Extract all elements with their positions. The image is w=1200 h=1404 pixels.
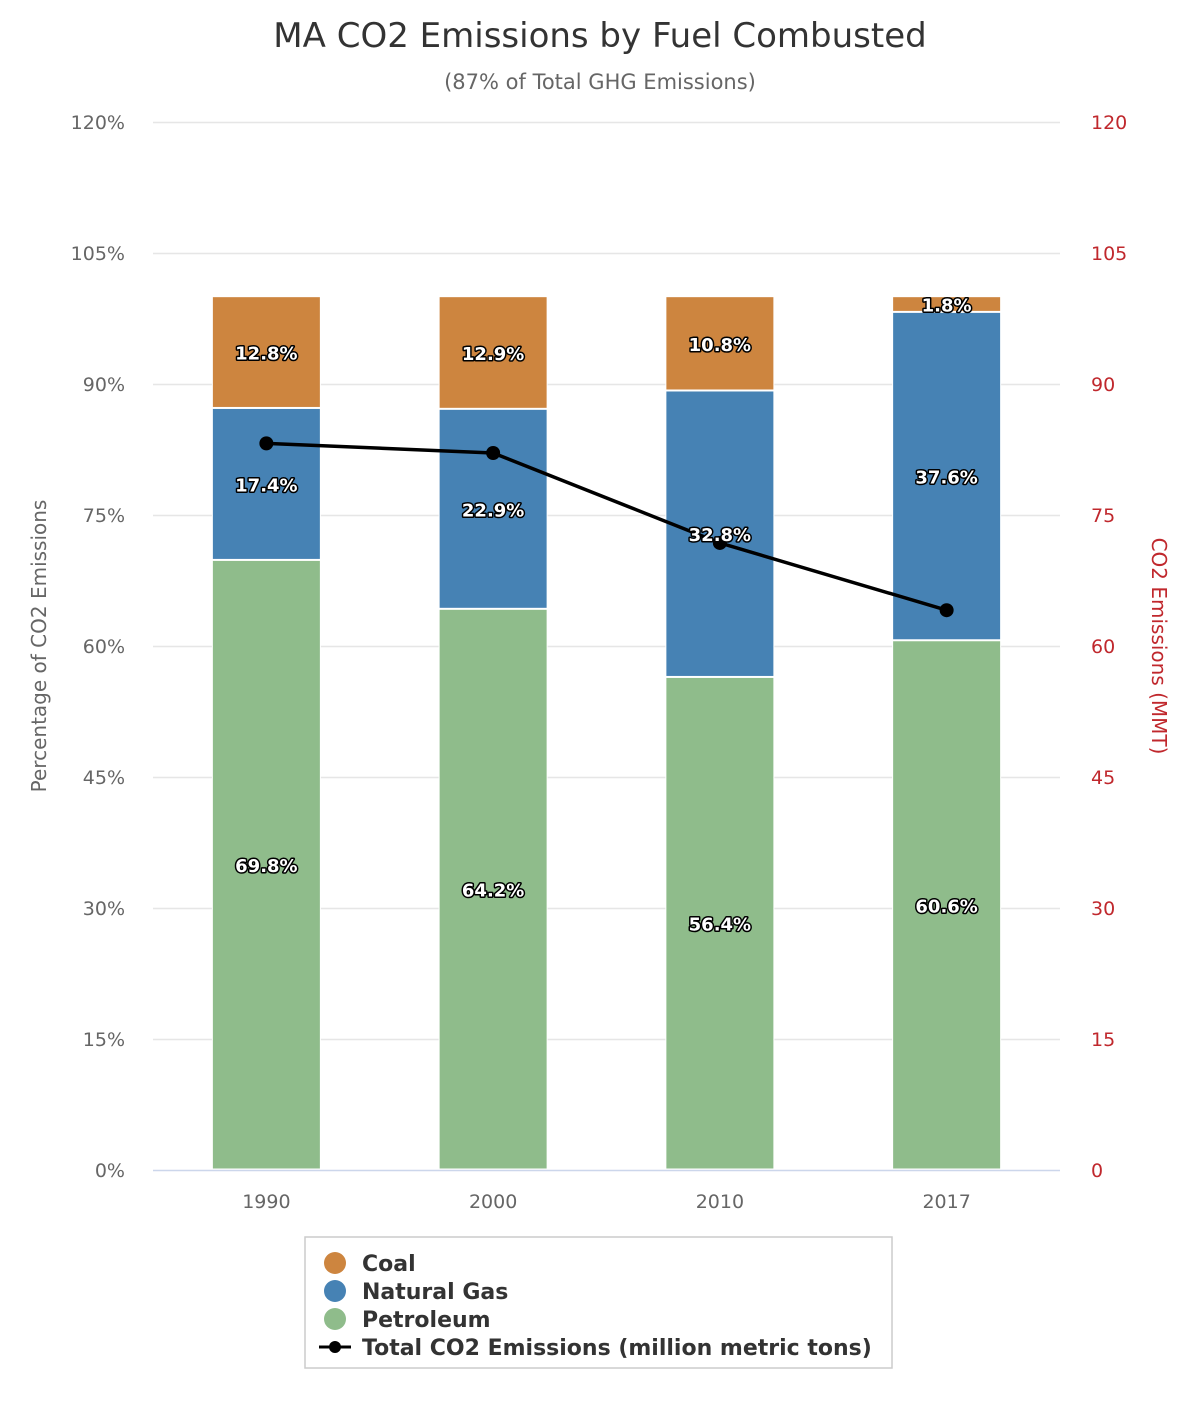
total-emissions-line [259,436,954,618]
legend-box [304,1236,893,1369]
y-tick-label: 120% [71,112,125,134]
y-tick-label: 75% [83,505,125,527]
bar-natural-gas [892,311,1002,641]
y2-tick-label: 90 [1091,374,1115,396]
legend-natural-gas-swatch [324,1280,346,1302]
data-label-coal: 1.8% [922,296,972,317]
legend-petroleum-label: Petroleum [362,1308,491,1333]
legend-coal-swatch [324,1252,346,1274]
legend-natural-gas-label: Natural Gas [362,1280,508,1305]
y2-tick-label: 120 [1091,112,1127,134]
total-emissions-point [259,436,274,451]
bar-natural-gas [438,408,548,609]
y-tick-label: 105% [71,243,125,265]
y2-tick-label: 0 [1091,1160,1103,1182]
data-label-petroleum: 69.8% [235,856,297,877]
total-emissions-point [486,445,501,460]
bar-coal [211,296,321,408]
left-axis-ticks: 0% 15% 30% 45% 60% 75% 90% 105% 120% [71,112,125,1182]
data-label-coal: 12.8% [235,344,297,365]
x-tick-label: 2017 [922,1191,970,1213]
y2-tick-label: 30 [1091,898,1115,920]
bar-coal [892,296,1002,312]
total-emissions-point [939,603,954,618]
y-tick-label: 0% [95,1160,125,1182]
data-label-natural-gas: 32.8% [689,525,751,546]
y2-tick-label: 45 [1091,767,1115,789]
y-tick-label: 30% [83,898,125,920]
data-labels: 69.8% 17.4% 12.8% 64.2% 22.9% 12.9% 56.4% 32.8%… [234,294,980,937]
bar-petroleum [211,559,321,1170]
data-label-coal: 12.9% [462,344,524,365]
bar-natural-gas [665,390,775,677]
data-label-petroleum: 60.6% [915,896,977,917]
y-tick-label: 45% [83,767,125,789]
bar-natural-gas [211,407,321,560]
data-label-petroleum: 64.2% [462,881,524,902]
bar-petroleum [438,608,548,1170]
y-tick-label: 90% [83,374,125,396]
chart-subtitle: (87% of Total GHG Emissions) [444,70,756,94]
data-label-coal: 10.8% [689,335,751,356]
x-tick-label: 1990 [242,1191,290,1213]
bar-coal [665,296,775,391]
total-emissions-point [712,535,727,550]
legend-item-petroleum[interactable]: Petroleum [324,1308,491,1333]
y-tick-label: 15% [83,1029,125,1051]
y2-tick-label: 105 [1091,243,1127,265]
x-axis-ticks: 1990 2000 2010 2017 [242,1191,971,1213]
y2-tick-label: 60 [1091,636,1115,658]
bar-petroleum [892,640,1002,1170]
y2-tick-label: 75 [1091,505,1115,527]
legend: Coal Natural Gas Petroleum Total CO2 Emi… [304,1236,893,1369]
legend-item-natural-gas[interactable]: Natural Gas [324,1280,508,1305]
x-tick-label: 2000 [469,1191,517,1213]
data-label-petroleum: 56.4% [689,915,751,936]
right-axis-title: CO2 Emissions (MMT) [1147,538,1171,755]
chart-title: MA CO2 Emissions by Fuel Combusted [273,16,926,56]
bar-coal [438,296,548,409]
legend-petroleum-swatch [324,1308,346,1330]
right-axis-ticks: 0 15 30 45 60 75 90 105 120 [1091,112,1127,1182]
legend-item-coal[interactable]: Coal [324,1252,416,1277]
x-tick-label: 2010 [696,1191,744,1213]
legend-line-marker [329,1341,341,1353]
y2-tick-label: 15 [1091,1029,1115,1051]
left-axis-title: Percentage of CO2 Emissions [27,500,51,793]
bar-petroleum [665,676,775,1170]
y-tick-label: 60% [83,636,125,658]
data-label-natural-gas: 17.4% [235,475,297,496]
data-label-natural-gas: 37.6% [915,468,977,489]
legend-coal-label: Coal [362,1252,416,1277]
bars [211,296,1002,1170]
total-emissions-line-path [266,441,948,612]
data-label-natural-gas: 22.9% [462,500,524,521]
legend-item-total-emissions[interactable]: Total CO2 Emissions (million metric tons… [319,1336,872,1361]
legend-total-emissions-label: Total CO2 Emissions (million metric tons… [362,1336,872,1361]
